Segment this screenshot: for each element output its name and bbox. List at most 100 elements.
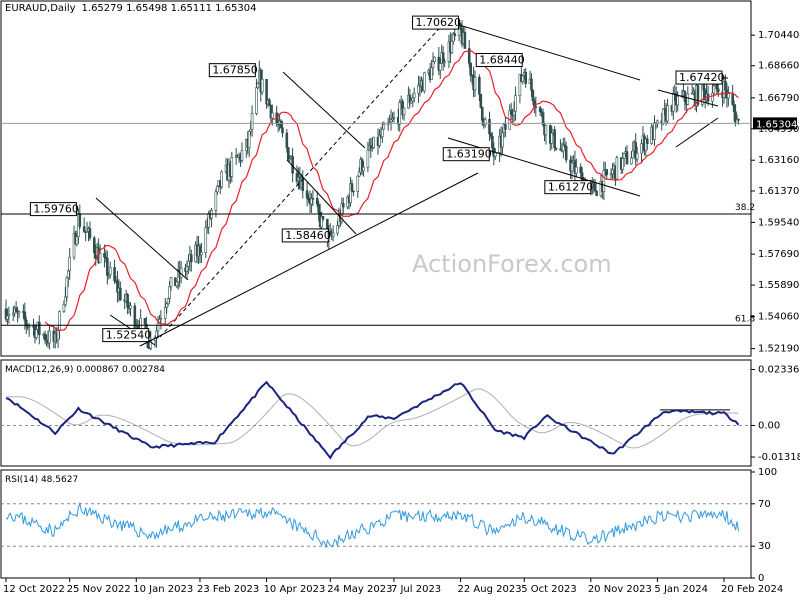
candle-body <box>640 143 643 154</box>
candle-body <box>564 146 568 161</box>
y-tick-label: 1.57690 <box>758 249 799 260</box>
candle-body <box>24 319 28 326</box>
candle-body <box>579 166 582 173</box>
candle-body <box>17 311 21 314</box>
candle-body <box>711 92 714 102</box>
candle-body <box>512 110 516 116</box>
candle-body <box>65 277 69 298</box>
x-tick-label: 20 Nov 2023 <box>588 584 652 595</box>
candle-body <box>341 203 345 208</box>
y-tick-label: 1.54060 <box>758 311 799 322</box>
candle-body <box>256 83 260 89</box>
candle-body <box>553 129 556 149</box>
candle-body <box>43 333 47 341</box>
candle-body <box>625 151 629 165</box>
price-label: 1.68440 <box>479 54 525 67</box>
candle-body <box>106 257 109 276</box>
candle-body <box>378 134 381 146</box>
x-tick-label: 23 Feb 2023 <box>197 584 259 595</box>
candle-body <box>489 133 493 137</box>
x-tick-label: 7 Jul 2023 <box>391 584 441 595</box>
candle-body <box>230 157 234 177</box>
candle-body <box>315 198 319 205</box>
candle-body <box>98 253 102 264</box>
candle-body <box>68 256 71 272</box>
price-label: 1.63190 <box>446 148 492 161</box>
candle-body <box>706 93 710 102</box>
current-price-box <box>753 117 797 130</box>
candle-body <box>661 108 665 125</box>
candle-body <box>166 298 170 305</box>
candle-body <box>443 61 446 64</box>
candle-body <box>544 125 548 136</box>
candle-body <box>113 267 116 281</box>
x-tick-label: 20 Feb 2024 <box>721 584 783 595</box>
candle-body <box>64 296 67 305</box>
rsi-label: RSI(14) 48.5627 <box>5 475 78 485</box>
candle-body <box>66 270 70 279</box>
candle-body <box>398 102 402 125</box>
candle-body <box>268 99 271 106</box>
candle-body <box>676 96 679 106</box>
rsi-tick-label: 100 <box>758 467 777 478</box>
candle-body <box>630 157 633 165</box>
candle-body <box>320 216 323 228</box>
candle-body <box>271 112 274 119</box>
candle-body <box>389 119 393 123</box>
candle-body <box>716 88 720 93</box>
candle-body <box>431 61 435 69</box>
candle-body <box>119 287 122 300</box>
watermark: ActionForex.com <box>412 250 612 278</box>
macd-panel-frame <box>0 359 752 467</box>
candle-body <box>686 93 690 105</box>
price-label-box <box>281 228 329 243</box>
candle-body <box>469 62 472 76</box>
candle-body <box>56 330 60 341</box>
candle-body <box>441 52 445 64</box>
candle-body <box>402 107 406 116</box>
y-tick-label: 1.68660 <box>758 61 799 72</box>
price-label-box <box>442 147 490 162</box>
candle-body <box>175 281 179 287</box>
candle-body <box>350 183 354 192</box>
candle-body <box>357 171 361 177</box>
candle-body <box>37 321 41 336</box>
rsi-panel-frame <box>0 469 752 579</box>
candle-body <box>696 85 700 105</box>
trendline-dashed <box>159 21 446 338</box>
candle-body <box>305 190 309 199</box>
trendline <box>675 117 719 148</box>
candle-body <box>593 182 597 192</box>
price-label-box <box>29 202 77 217</box>
candle-body <box>605 169 609 176</box>
candle-body <box>463 32 467 49</box>
candle-body <box>518 74 522 96</box>
candle-body <box>129 305 132 309</box>
candle-body <box>381 128 384 138</box>
candle-body <box>479 93 483 108</box>
candle-body <box>126 294 129 308</box>
candle-body <box>483 118 487 126</box>
candle-body <box>501 132 504 148</box>
rsi-tick-label: 30 <box>758 541 771 552</box>
macd-lines <box>5 380 740 460</box>
main-y-axis: 1.704401.686601.667901.649901.631601.613… <box>751 30 799 355</box>
candle-body <box>285 132 289 148</box>
candle-body <box>478 76 481 95</box>
candle-body <box>622 153 626 159</box>
candle-body <box>412 92 416 99</box>
candle-body <box>168 286 171 299</box>
x-tick-label: 22 Aug 2023 <box>458 584 522 595</box>
candle-body <box>488 118 491 135</box>
candle-body <box>265 78 268 105</box>
candle-body <box>538 107 542 112</box>
candle-body <box>550 132 554 144</box>
candle-body <box>712 85 716 94</box>
candle-body <box>530 78 533 91</box>
candle-body <box>48 330 51 344</box>
candle-body <box>521 75 525 82</box>
candle-body <box>133 305 137 328</box>
candle-body <box>504 124 507 130</box>
candle-body <box>473 76 477 91</box>
